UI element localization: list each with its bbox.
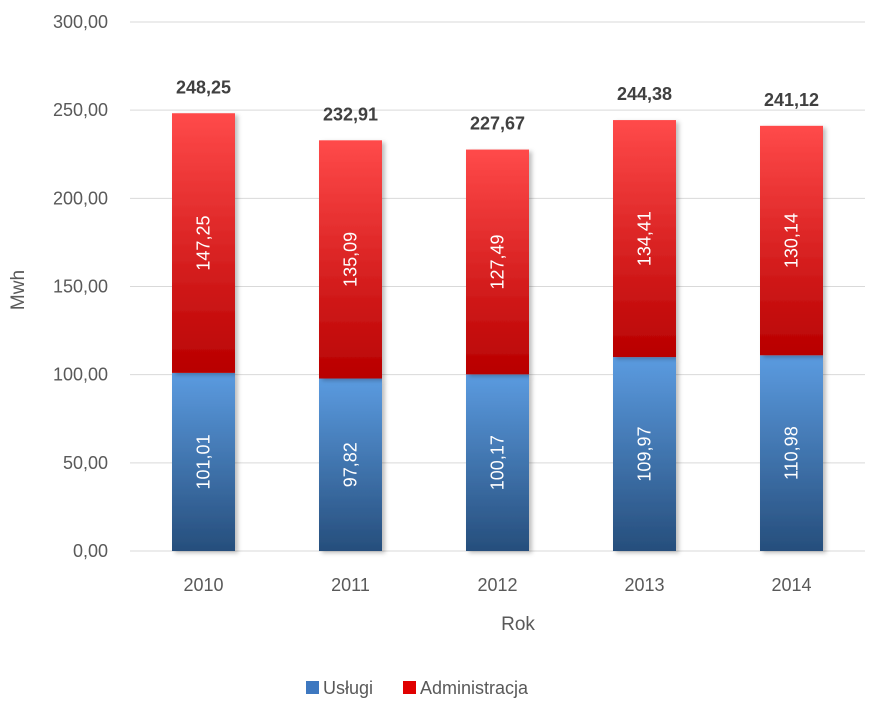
bar-segment-uslugi: [172, 372, 235, 551]
x-tick-label: 2013: [624, 575, 664, 595]
data-label-administracja: 130,14: [782, 213, 802, 268]
bar-segment-administracja: [319, 140, 382, 379]
legend-swatch-uslugi: [306, 681, 319, 694]
legend-label-uslugi: Usługi: [323, 678, 373, 698]
y-tick-label: 300,00: [53, 12, 108, 32]
data-label-administracja: 127,49: [488, 234, 508, 289]
total-label: 232,91: [323, 104, 378, 124]
bar-segment-administracja: [172, 113, 235, 373]
y-tick-label: 250,00: [53, 100, 108, 120]
y-tick-label: 100,00: [53, 365, 108, 385]
data-label-uslugi: 101,01: [194, 434, 214, 489]
y-tick-label: 50,00: [63, 453, 108, 473]
x-tick-label: 2012: [477, 575, 517, 595]
y-tick-label: 150,00: [53, 277, 108, 297]
data-label-uslugi: 109,97: [635, 427, 655, 482]
x-axis-title: Rok: [501, 614, 535, 635]
y-tick-label: 0,00: [73, 541, 108, 561]
bar-segment-administracja: [760, 125, 823, 356]
data-label-administracja: 134,41: [635, 211, 655, 266]
total-label: 227,67: [470, 114, 525, 134]
data-label-administracja: 147,25: [194, 216, 214, 271]
bar-segment-uslugi: [760, 355, 823, 551]
data-label-administracja: 135,09: [341, 232, 361, 287]
y-tick-label: 200,00: [53, 188, 108, 208]
legend-label-administracja: Administracja: [420, 678, 529, 698]
bar-segment-uslugi: [319, 378, 382, 551]
x-tick-label: 2014: [771, 575, 811, 595]
bar-segment-uslugi: [466, 374, 529, 551]
x-tick-label: 2010: [183, 575, 223, 595]
total-label: 248,25: [176, 77, 231, 97]
x-axis-tick-labels: 2010 2011 2012 2013 2014: [183, 575, 811, 595]
legend: Usługi Administracja: [306, 678, 529, 698]
total-label: 241,12: [764, 90, 819, 110]
total-label: 244,38: [617, 84, 672, 104]
bar-segment-administracja: [466, 149, 529, 375]
y-axis-tick-labels: 0,00 50,00 100,00 150,00 200,00 250,00 300,00: [53, 12, 108, 561]
bars: 101,01 147,25 248,25 97,82 135,09 232,91 100,1…: [172, 77, 823, 551]
bar-segment-uslugi: [613, 357, 676, 551]
data-label-uslugi: 110,98: [782, 426, 802, 480]
legend-swatch-administracja: [403, 681, 416, 694]
data-label-uslugi: 100,17: [488, 435, 508, 490]
bar-segment-administracja: [613, 120, 676, 358]
x-tick-label: 2011: [331, 575, 370, 595]
y-axis-title: Mwh: [8, 270, 29, 310]
data-label-uslugi: 97,82: [341, 442, 361, 487]
